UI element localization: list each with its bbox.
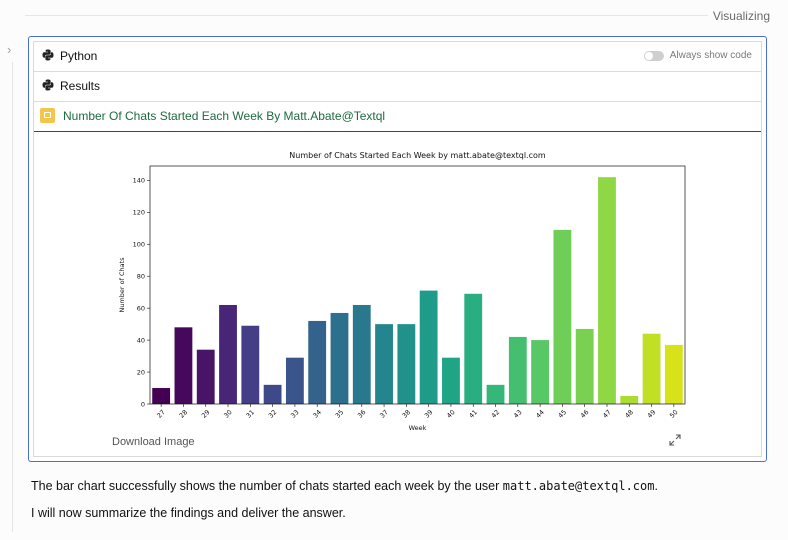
y-tick-label: 140 xyxy=(133,177,145,185)
x-tick-label: 28 xyxy=(178,408,190,420)
y-tick-label: 120 xyxy=(133,209,145,217)
chart-title-row[interactable]: Number Of Chats Started Each Week By Mat… xyxy=(34,102,761,132)
top-divider xyxy=(25,15,708,16)
summary-line-2: I will now summarize the findings and de… xyxy=(31,506,346,520)
bar xyxy=(330,312,349,404)
x-tick-label: 34 xyxy=(311,408,323,420)
collapse-chevron-icon[interactable]: › xyxy=(7,42,12,57)
bar xyxy=(575,328,594,404)
expand-icon[interactable] xyxy=(669,434,681,446)
bar xyxy=(508,336,527,404)
x-tick-label: 46 xyxy=(579,408,591,420)
x-tick-label: 42 xyxy=(490,408,502,420)
x-tick-label: 32 xyxy=(267,408,279,420)
bar xyxy=(664,344,683,404)
x-tick-label: 30 xyxy=(222,408,234,420)
y-tick-label: 100 xyxy=(133,241,145,249)
python-icon xyxy=(42,79,54,91)
x-tick-label: 49 xyxy=(646,408,658,420)
bar xyxy=(442,357,460,404)
plot-frame xyxy=(149,165,686,405)
x-tick-label: 36 xyxy=(356,408,368,420)
bar xyxy=(397,324,416,404)
visualization-panel: Python Always show code Results Number O… xyxy=(28,36,767,462)
y-tick-label: 80 xyxy=(137,273,145,281)
bar xyxy=(486,384,505,404)
always-show-code-toggle[interactable]: Always show code xyxy=(643,50,752,61)
y-axis-label: Number of Chats xyxy=(118,257,126,313)
bar xyxy=(285,357,304,404)
python-icon xyxy=(42,49,54,61)
y-tick-label: 40 xyxy=(137,336,145,344)
python-row[interactable]: Python Always show code xyxy=(34,42,761,72)
y-tick-label: 20 xyxy=(137,368,145,376)
x-tick-label: 38 xyxy=(401,408,413,420)
bar xyxy=(308,320,327,404)
image-icon xyxy=(40,108,55,123)
x-tick-label: 44 xyxy=(534,408,546,420)
user-email: matt.abate@textql.com xyxy=(502,479,655,493)
chart-link-title[interactable]: Number Of Chats Started Each Week By Mat… xyxy=(63,109,386,123)
bar xyxy=(219,304,237,404)
x-tick-label: 47 xyxy=(601,408,613,420)
x-tick-label: 27 xyxy=(155,408,167,420)
download-image-link[interactable]: Download Image xyxy=(112,436,195,448)
x-tick-label: 29 xyxy=(200,408,212,420)
summary-line-1: The bar chart successfully shows the num… xyxy=(31,479,658,493)
x-tick-label: 45 xyxy=(557,408,569,420)
x-tick-label: 41 xyxy=(467,408,479,420)
x-tick-label: 48 xyxy=(624,408,636,420)
bar xyxy=(375,324,393,404)
x-tick-label: 39 xyxy=(423,408,435,420)
results-label: Results xyxy=(60,79,101,93)
x-tick-label: 40 xyxy=(445,408,457,420)
summary-line-1-suffix: . xyxy=(654,479,658,493)
x-tick-label: 33 xyxy=(289,408,301,420)
toggle-switch[interactable] xyxy=(643,50,664,61)
x-tick-label: 50 xyxy=(668,408,680,420)
bar xyxy=(642,333,661,404)
toggle-label: Always show code xyxy=(669,50,752,61)
bar-chart: Number of Chats Started Each Week by mat… xyxy=(118,151,686,432)
y-tick-label: 0 xyxy=(141,400,145,408)
x-tick-label: 31 xyxy=(245,408,257,420)
bar xyxy=(152,388,171,404)
bar xyxy=(263,384,282,404)
bar xyxy=(620,396,639,404)
bar xyxy=(553,229,572,404)
summary-line-1-prefix: The bar chart successfully shows the num… xyxy=(31,479,503,493)
thread-rail xyxy=(12,62,13,532)
bar xyxy=(531,340,550,404)
y-tick-label: 60 xyxy=(137,304,145,312)
results-row[interactable]: Results xyxy=(34,72,761,102)
bar xyxy=(598,177,616,404)
bar xyxy=(241,325,260,404)
bar xyxy=(464,293,483,404)
bar xyxy=(352,304,371,404)
python-label: Python xyxy=(60,49,98,63)
bar xyxy=(196,349,215,404)
bar xyxy=(419,290,438,404)
x-axis-label: Week xyxy=(409,424,427,432)
bar xyxy=(174,327,193,404)
panel-inner: Python Always show code Results Number O… xyxy=(33,41,762,457)
chart-area: Number of Chats Started Each Week by mat… xyxy=(34,132,761,456)
status-label: Visualizing xyxy=(712,9,770,23)
x-tick-label: 43 xyxy=(512,408,524,420)
x-tick-label: 37 xyxy=(378,408,390,420)
x-tick-label: 35 xyxy=(334,408,346,420)
chart-title: Number of Chats Started Each Week by mat… xyxy=(289,151,546,160)
